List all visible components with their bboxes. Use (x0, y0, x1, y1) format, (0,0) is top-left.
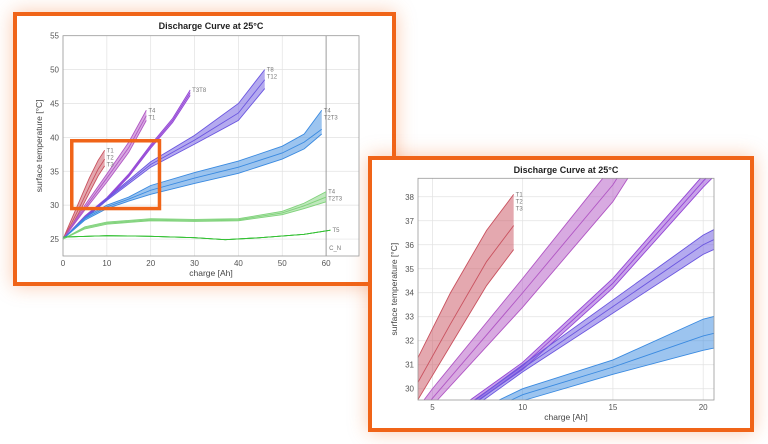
series-line-5-upper (62, 191, 327, 240)
series-line-4-mid (511, 332, 715, 401)
series-band-0 (63, 150, 105, 240)
series-line-0-lower (417, 249, 515, 400)
x-tick-label: 5 (430, 403, 435, 412)
series-band-4 (63, 110, 322, 240)
y-tick-label: 30 (50, 201, 59, 210)
y-tick-label: 36 (405, 241, 414, 250)
series-group (417, 177, 715, 401)
y-axis-label: surface temperature [°C] (389, 243, 399, 336)
x-tick-label: 15 (608, 403, 617, 412)
y-tick-label: 34 (405, 289, 414, 298)
chart-title: Discharge Curve at 25°C (514, 165, 619, 175)
x-tick-label: 40 (234, 259, 243, 268)
series-line-2-mid (62, 92, 191, 240)
series-line-1-upper (423, 178, 604, 401)
series-end-label: T4 (328, 190, 336, 196)
x-tick-label: 30 (190, 259, 199, 268)
series-end-label: T2 (516, 199, 524, 205)
series-end-label: T4 (148, 108, 156, 114)
series-band-2 (470, 178, 712, 400)
capacity-marker-label: C_N (329, 246, 341, 252)
y-tick-label: 55 (50, 32, 59, 41)
series-line-6-upper (62, 229, 331, 241)
series-end-label: T1 (516, 192, 524, 198)
y-tick-label: 37 (405, 217, 414, 226)
series-line-0-upper (62, 150, 106, 240)
x-tick-label: 50 (278, 259, 287, 268)
series-line-0-mid (62, 158, 106, 240)
y-tick-label: 35 (405, 265, 414, 274)
x-tick-label: 60 (322, 259, 331, 268)
series-line-3-lower (483, 249, 715, 401)
series-end-label: T3 (516, 206, 524, 212)
y-tick-label: 38 (405, 193, 414, 202)
series-line-0-mid (417, 225, 515, 383)
series-end-label: T8 (267, 68, 275, 74)
series-line-2-upper (469, 178, 701, 401)
series-end-label: T2T3 (328, 197, 343, 203)
y-tick-label: 35 (50, 167, 59, 176)
series-line-4-lower (62, 133, 323, 240)
chart-title: Discharge Curve at 25°C (159, 21, 264, 31)
plot-frame (417, 177, 715, 401)
series-end-label: T2 (107, 155, 115, 161)
plot-frame (62, 35, 360, 257)
chart-0: 0 10 20 30 40 50 6025303540455055C_NT1T2T3T4T1… (34, 21, 360, 278)
series-end-label: T2T3 (324, 115, 339, 121)
x-tick-label: 20 (699, 403, 708, 412)
y-tick-label: 50 (50, 66, 59, 75)
series-band-5 (63, 191, 327, 240)
series-line-5-mid (62, 196, 327, 240)
series-band-3 (475, 229, 714, 400)
y-tick-label: 32 (405, 337, 414, 346)
series-line-0-upper (417, 194, 515, 358)
series-line-5-lower (62, 201, 327, 240)
y-tick-label: 25 (50, 235, 59, 244)
x-tick-label: 20 (146, 259, 155, 268)
series-line-1-mid (430, 178, 618, 401)
x-axis-label: charge [Ah] (544, 412, 587, 422)
series-group (62, 69, 331, 241)
y-tick-label: 45 (50, 99, 59, 108)
series-line-1-upper (62, 110, 147, 240)
series-end-label: T4 (324, 108, 332, 114)
series-end-label: T3T8 (192, 88, 207, 94)
series-line-1-mid (62, 115, 147, 240)
series-line-4-upper (498, 315, 715, 401)
series-line-4-upper (62, 109, 323, 240)
series-end-label: T1 (148, 115, 156, 121)
series-end-label: T3 (107, 162, 115, 168)
series-line-3-mid (479, 239, 715, 401)
series-line-1-lower (437, 178, 629, 401)
x-tick-label: 10 (518, 403, 527, 412)
y-tick-label: 30 (405, 385, 414, 394)
y-axis-label: surface temperature [°C] (34, 100, 44, 193)
series-end-label: T12 (267, 75, 278, 81)
series-end-label: T1 (107, 148, 115, 154)
series-end-label: T5 (332, 228, 340, 234)
x-tick-label: 10 (102, 259, 111, 268)
series-line-3-upper (475, 229, 715, 401)
y-tick-label: 40 (50, 133, 59, 142)
series-line-2-upper (62, 89, 191, 240)
zoom-region-box (70, 139, 162, 211)
x-tick-label: 0 (61, 259, 66, 268)
series-line-4-lower (525, 347, 715, 401)
series-line-4-mid (62, 128, 322, 240)
y-tick-label: 31 (405, 361, 414, 370)
x-axis-label: charge [Ah] (189, 268, 232, 278)
y-tick-label: 33 (405, 313, 414, 322)
